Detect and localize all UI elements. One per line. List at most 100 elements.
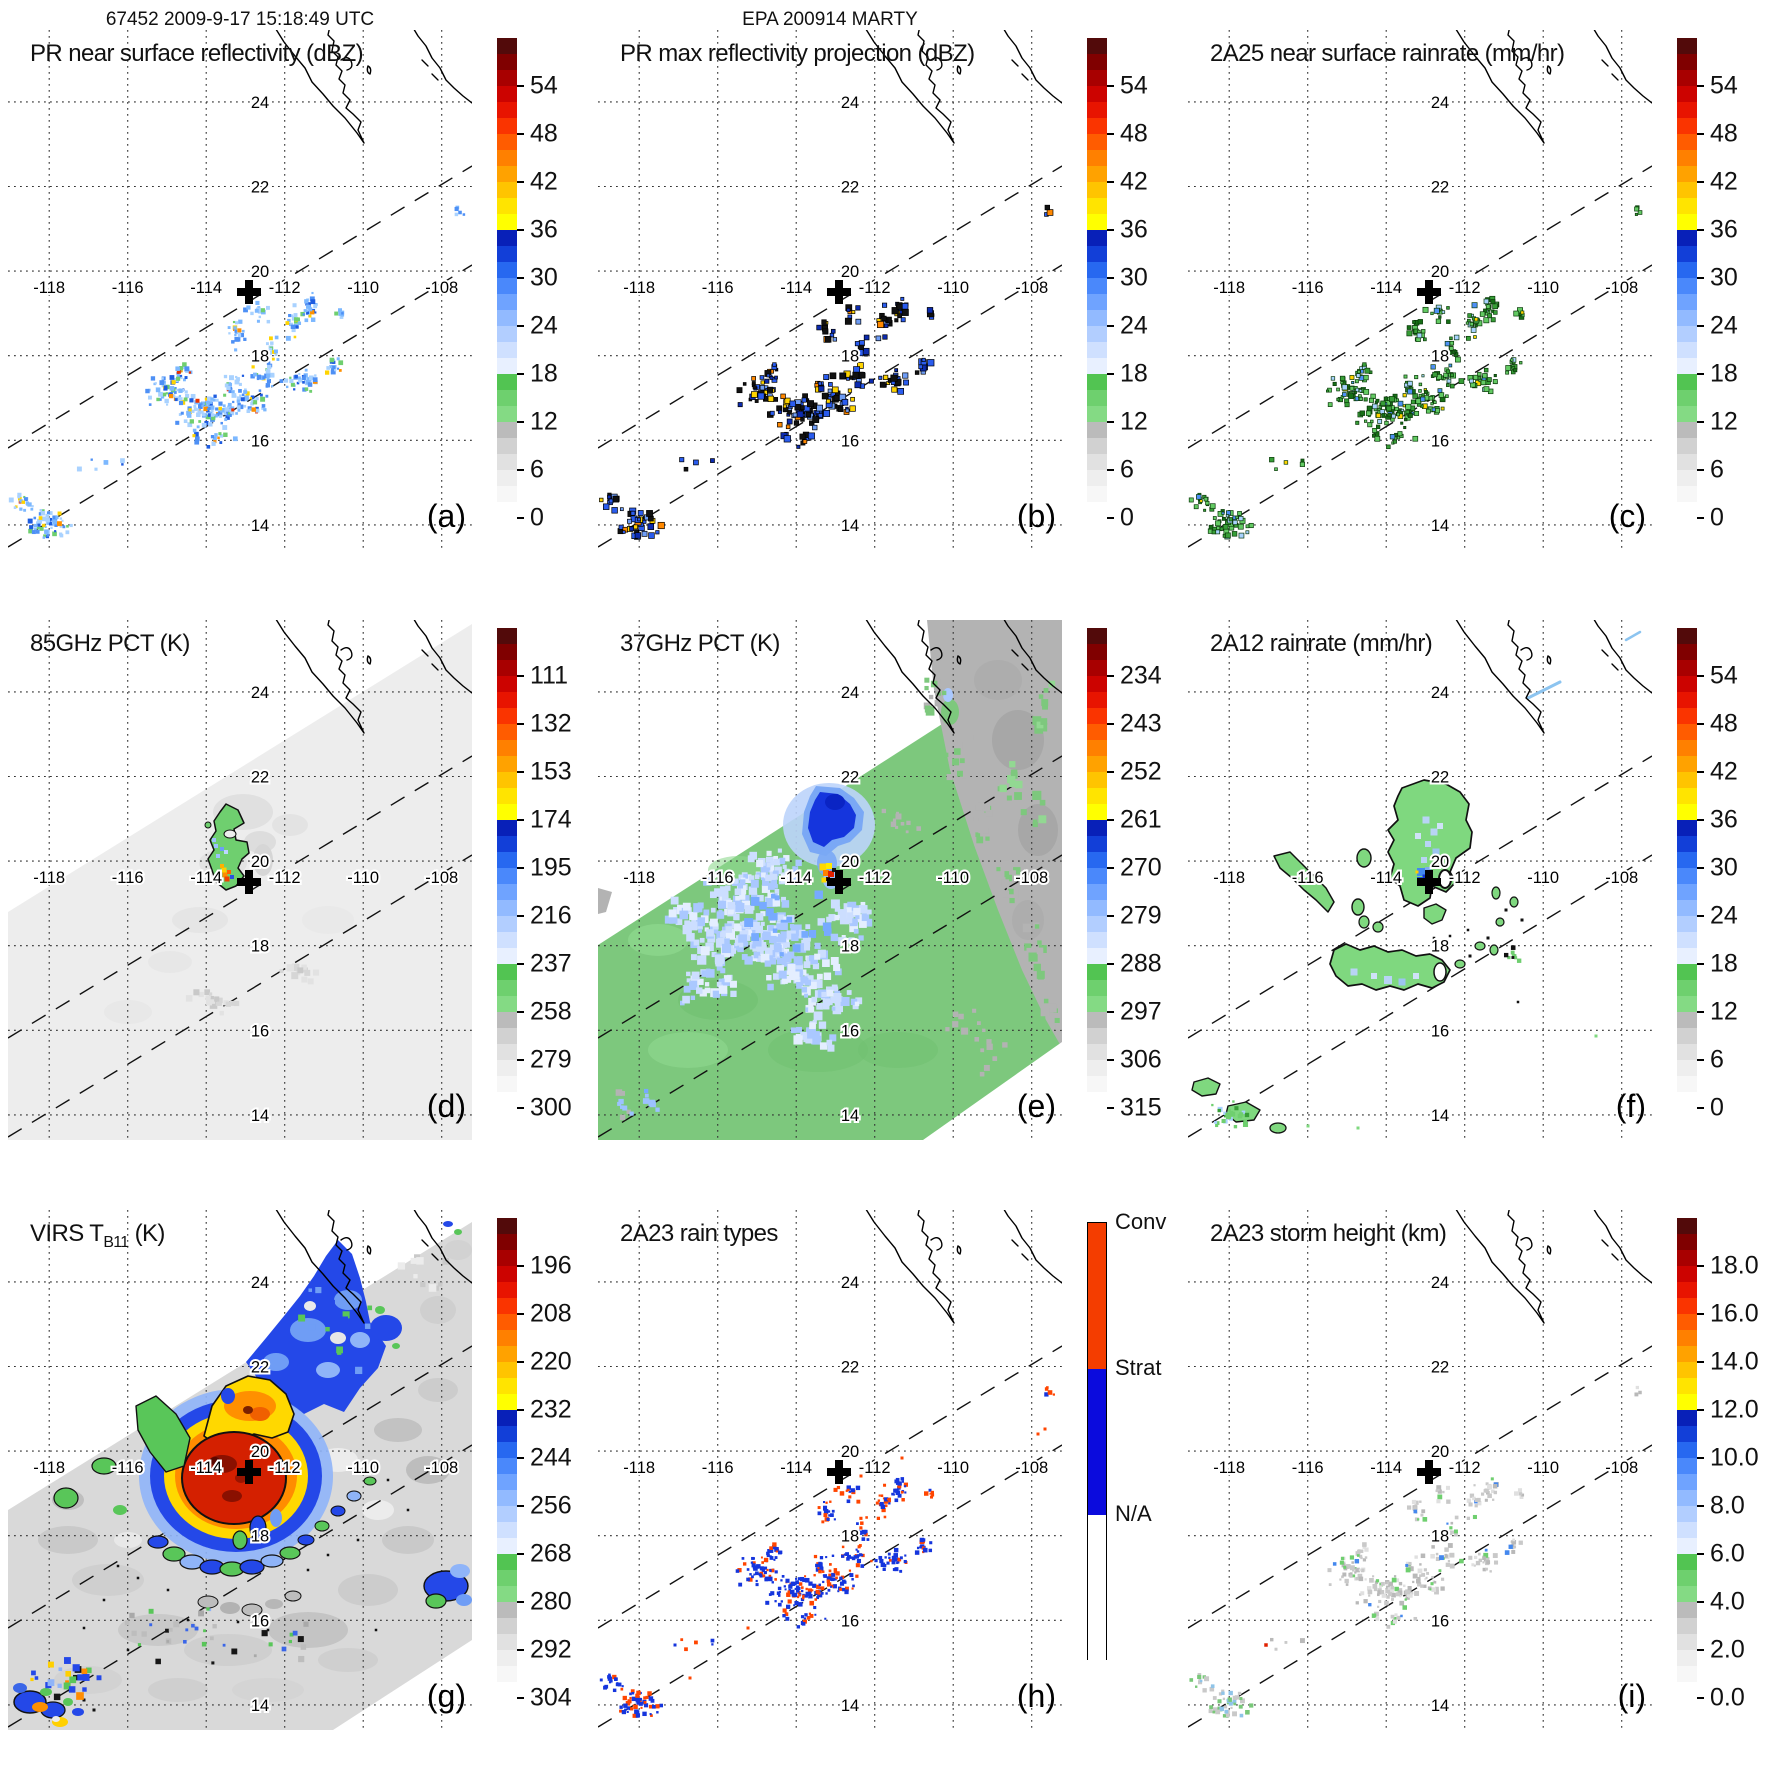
lat-label: 20 bbox=[841, 1443, 859, 1461]
lat-label: 16 bbox=[1431, 432, 1449, 450]
colorbar-tick-label: 174 bbox=[530, 805, 572, 834]
colorbar-tick bbox=[1107, 771, 1114, 773]
lat-label: 24 bbox=[841, 684, 859, 702]
colorbar-tick bbox=[517, 469, 524, 471]
lat-label: 14 bbox=[841, 1697, 859, 1715]
colorbar-tick-label: 261 bbox=[1120, 805, 1162, 834]
lon-label: -112 bbox=[859, 869, 891, 887]
speckle-layer bbox=[1188, 205, 1643, 540]
colorbar-tick-label: 8.0 bbox=[1710, 1491, 1745, 1520]
speckle-layer bbox=[599, 204, 1054, 540]
lat-label: 16 bbox=[841, 1022, 859, 1040]
colorbar-tick bbox=[1697, 915, 1704, 917]
lat-label: 14 bbox=[251, 1107, 269, 1125]
lat-label: 22 bbox=[841, 179, 859, 197]
panel-letter: (a) bbox=[427, 498, 466, 534]
panel-f: 2A12 rainrate (mm/hr) 24 22 20 18 16 14 -118 -1… bbox=[1180, 590, 1770, 1180]
colorbar-tick bbox=[517, 963, 524, 965]
colorbar-tick-label: 6 bbox=[1710, 455, 1724, 484]
lon-label: -116 bbox=[112, 279, 144, 297]
colorbar-tick bbox=[1697, 1361, 1704, 1363]
colorbar-tick-label: 36 bbox=[1710, 805, 1738, 834]
lat-label: 24 bbox=[251, 94, 269, 112]
colorbar-tick-label: 54 bbox=[1120, 71, 1148, 100]
lat-label: 18 bbox=[841, 1528, 859, 1546]
colorbar-tick bbox=[1107, 181, 1114, 183]
colorbar-category-label: N/A bbox=[1115, 1501, 1152, 1526]
geo-labels: 24 22 20 18 16 14 -118 -116 -114 -112 -110 -108 bbox=[1211, 92, 1640, 537]
storm-center-cross bbox=[1417, 870, 1441, 894]
lon-label: -118 bbox=[623, 1459, 655, 1477]
colorbar-tick-label: 30 bbox=[1710, 263, 1738, 292]
colorbar-tick-label: 300 bbox=[530, 1093, 572, 1122]
colorbar-tick-label: 0 bbox=[1710, 503, 1724, 532]
swath-edge-lines bbox=[1188, 165, 1652, 548]
colorbar-tick bbox=[1107, 1059, 1114, 1061]
speckle-layer bbox=[30, 1254, 450, 1701]
lon-label: -118 bbox=[33, 1459, 65, 1477]
colorbar-tick-label: 24 bbox=[1710, 311, 1738, 340]
colorbar-tick bbox=[1697, 1059, 1704, 1061]
lat-label: 14 bbox=[251, 517, 269, 535]
geo-labels: 24 22 20 18 16 14 -118 -116 -114 -112 -110 -108 bbox=[31, 92, 460, 537]
lon-label: -118 bbox=[33, 869, 65, 887]
colorbar-tick bbox=[1107, 819, 1114, 821]
data-layer bbox=[783, 688, 959, 889]
colorbar-tick-label: 6 bbox=[1710, 1045, 1724, 1074]
colorbar-tick-label: 237 bbox=[530, 949, 572, 978]
colorbar-tick bbox=[1697, 771, 1704, 773]
colorbar-tick-label: 36 bbox=[1120, 215, 1148, 244]
lon-label: -108 bbox=[425, 869, 458, 887]
coastline bbox=[1455, 620, 1652, 734]
lat-label: 20 bbox=[841, 263, 859, 281]
colorbar-tick-label: 196 bbox=[530, 1251, 572, 1280]
colorbar-tick bbox=[517, 915, 524, 917]
lon-label: -108 bbox=[1605, 869, 1638, 887]
colorbar-tick bbox=[1697, 1697, 1704, 1699]
swath-edge-lines bbox=[598, 1345, 1062, 1728]
colorbar-tick-label: 232 bbox=[530, 1395, 572, 1424]
panel-i-title: 2A23 storm height (km) bbox=[1210, 1220, 1447, 1247]
lon-label: -116 bbox=[1292, 1459, 1324, 1477]
coastline bbox=[275, 30, 472, 144]
storm-center-cross bbox=[1417, 280, 1441, 304]
lat-label: 20 bbox=[1431, 263, 1449, 281]
data-layer bbox=[13, 1221, 472, 1727]
geo-labels: 24 22 20 18 16 14 -118 -116 -114 -112 -110 -108 bbox=[31, 1272, 460, 1717]
map-panel-e: 24 22 20 18 16 14 -118 -116 -114 -112 -110 -108 (e) bbox=[598, 620, 1062, 1140]
lon-label: -108 bbox=[425, 279, 458, 297]
panel-c-title: 2A25 near surface rainrate (mm/hr) bbox=[1210, 40, 1565, 67]
colorbar-tick-label: 2.0 bbox=[1710, 1635, 1745, 1664]
lat-label: 22 bbox=[251, 769, 269, 787]
panel-letter: (h) bbox=[1017, 1678, 1056, 1714]
colorbar-tick bbox=[1697, 963, 1704, 965]
swath-edge-lines bbox=[8, 755, 472, 1138]
colorbar-h bbox=[1087, 1222, 1107, 1661]
colorbar-tick bbox=[1107, 723, 1114, 725]
colorbar-tick bbox=[1697, 277, 1704, 279]
colorbar-tick bbox=[1107, 867, 1114, 869]
lon-label: -118 bbox=[1213, 279, 1245, 297]
colorbar-tick-label: 42 bbox=[1710, 757, 1738, 786]
colorbar-tick-label: 54 bbox=[1710, 661, 1738, 690]
lat-label: 18 bbox=[841, 348, 859, 366]
panel-b-title: PR max reflectivity projection (dBZ) bbox=[620, 40, 975, 67]
lon-label: -112 bbox=[859, 279, 891, 297]
colorbar-tick-label: 54 bbox=[530, 71, 558, 100]
data-layer bbox=[1264, 1643, 1268, 1647]
colorbar-tick bbox=[1697, 1313, 1704, 1315]
coastline bbox=[1455, 1210, 1652, 1324]
colorbar-c bbox=[1677, 37, 1697, 518]
lon-label: -110 bbox=[1527, 1459, 1559, 1477]
colorbar-tick bbox=[517, 1553, 524, 1555]
colorbar-tick bbox=[1697, 1553, 1704, 1555]
lat-label: 14 bbox=[841, 517, 859, 535]
lat-label: 24 bbox=[841, 94, 859, 112]
colorbar-tick-label: 42 bbox=[1710, 167, 1738, 196]
colorbar-tick bbox=[517, 133, 524, 135]
colorbar-tick-label: 54 bbox=[1710, 71, 1738, 100]
colorbar-tick-label: 0.0 bbox=[1710, 1683, 1745, 1712]
lat-label: 20 bbox=[251, 853, 269, 871]
lon-label: -112 bbox=[269, 279, 301, 297]
colorbar-tick bbox=[517, 85, 524, 87]
